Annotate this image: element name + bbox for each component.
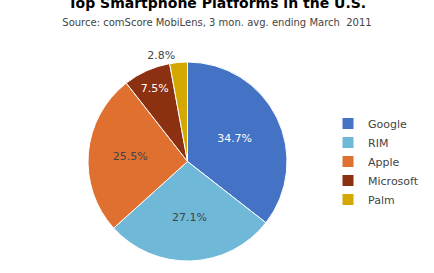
svg-text:Palm: Palm [368,194,395,207]
svg-text:Google: Google [368,118,407,131]
svg-text:34.7%: 34.7% [217,132,252,145]
svg-text:25.5%: 25.5% [113,150,148,163]
svg-text:Top Smartphone Platforms in th: Top Smartphone Platforms in the U.S.Sour… [62,0,371,28]
svg-text:2.8%: 2.8% [147,49,175,62]
svg-text:Apple: Apple [368,156,400,169]
svg-text:RIM: RIM [368,137,388,150]
svg-text:Microsoft: Microsoft [368,175,419,188]
svg-text:27.1%: 27.1% [172,211,207,224]
svg-text:7.5%: 7.5% [141,82,169,95]
